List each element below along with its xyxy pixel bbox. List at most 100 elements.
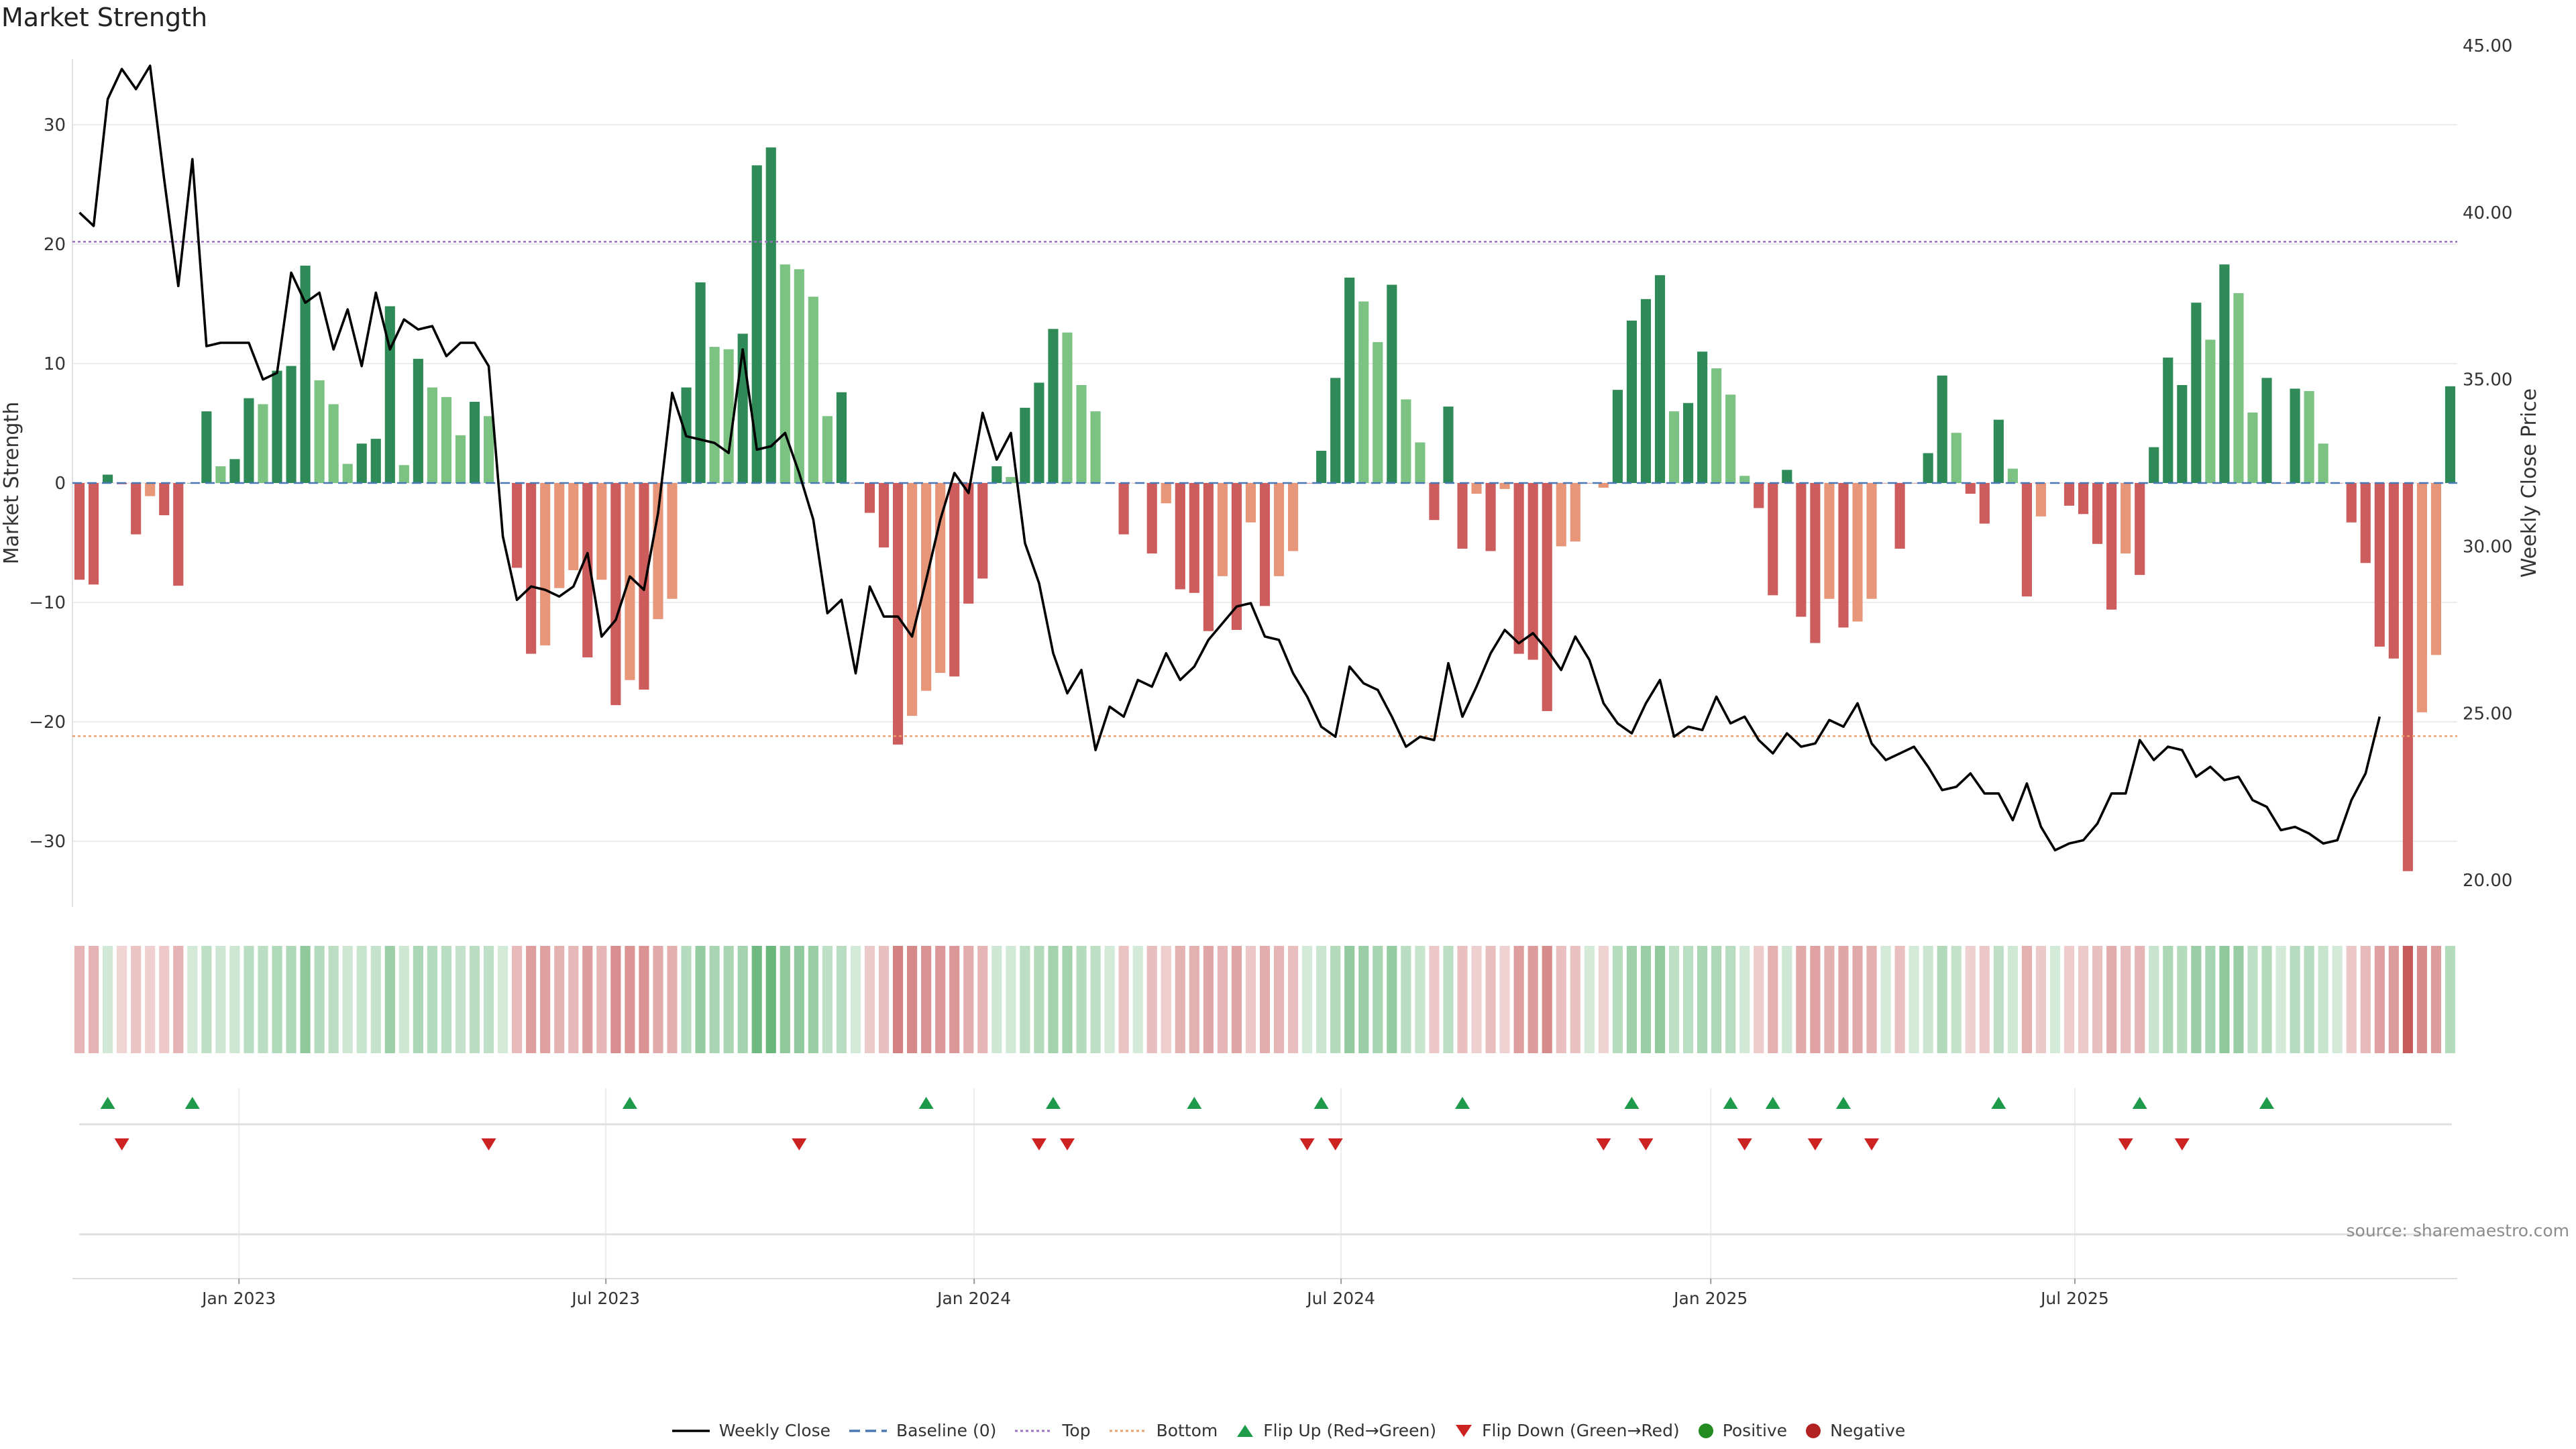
strength-bar: [272, 370, 282, 483]
strength-bar: [610, 483, 621, 706]
heat-cell: [483, 946, 494, 1053]
strength-bar: [2035, 483, 2047, 517]
heat-cell: [963, 946, 974, 1053]
y-tick-label: −30: [29, 832, 66, 852]
y2-tick-label: 20.00: [2463, 871, 2512, 891]
heat-cell: [286, 946, 297, 1053]
heat-cell: [512, 946, 523, 1053]
strength-bar: [1161, 483, 1171, 504]
y-tick-label: −20: [29, 712, 66, 733]
flip-down-marker: [1737, 1138, 1752, 1150]
heat-cell: [977, 946, 988, 1053]
strength-bar: [1231, 483, 1242, 630]
strength-bar: [1894, 483, 1905, 549]
heat-cell: [1810, 946, 1821, 1053]
strength-bar: [1782, 470, 1792, 483]
strength-bar: [1711, 368, 1722, 483]
strength-bar: [1373, 341, 1383, 483]
strength-bar: [2318, 443, 2328, 483]
heat-cell: [681, 946, 692, 1053]
heat-cell: [695, 946, 706, 1053]
strength-bar: [949, 483, 960, 677]
strength-bar: [2021, 483, 2032, 597]
flip-up-marker: [1045, 1097, 1061, 1109]
heat-cell: [723, 946, 734, 1053]
strength-bar: [1076, 385, 1087, 483]
heat-cell: [1287, 946, 1299, 1053]
strength-bar: [1979, 483, 1990, 524]
heat-cell: [258, 946, 268, 1053]
heat-cell: [356, 946, 367, 1053]
flip-up-marker: [1624, 1097, 1640, 1109]
heat-cell: [1415, 946, 1426, 1053]
legend-line-swatch: [672, 1429, 710, 1432]
heat-cell: [1739, 946, 1750, 1053]
strength-bar: [1429, 483, 1440, 521]
strength-bar: [921, 483, 932, 691]
legend-dot-swatch: [1015, 1430, 1053, 1432]
heat-cell: [709, 946, 720, 1053]
heat-cell: [540, 946, 551, 1053]
heat-cell: [1782, 946, 1792, 1053]
heat-cell: [1838, 946, 1849, 1053]
heat-cell: [653, 946, 663, 1053]
flip-down-marker: [1031, 1138, 1046, 1150]
strength-bar: [1866, 483, 1877, 599]
heat-cell: [2063, 946, 2075, 1053]
strength-bar: [159, 483, 170, 516]
strength-bar: [74, 483, 85, 580]
heat-cell: [498, 946, 508, 1053]
heat-cell: [413, 946, 423, 1053]
heat-cell: [2430, 946, 2442, 1053]
heat-cell: [1358, 946, 1369, 1053]
heat-cell: [272, 946, 282, 1053]
heat-cell: [1993, 946, 2004, 1053]
heat-cell: [2007, 946, 2018, 1053]
strength-bar: [384, 306, 395, 483]
heat-cell: [1457, 946, 1468, 1053]
strength-bar: [1810, 483, 1821, 643]
strength-heat-strip: [74, 946, 2456, 1053]
x-tick-label: Jul 2023: [570, 1289, 640, 1308]
strength-bar: [582, 483, 593, 657]
strength-bar: [2106, 483, 2117, 610]
strength-bar: [2233, 292, 2244, 483]
strength-bar: [1387, 284, 1397, 483]
heat-cell: [2191, 946, 2202, 1053]
heat-cell: [1909, 946, 1919, 1053]
strength-bar: [1316, 450, 1327, 483]
x-tick-label: Jan 2025: [1672, 1289, 1748, 1308]
strength-bar: [780, 264, 790, 483]
green-dot-icon: [1698, 1423, 1713, 1438]
x-tick-label: Jul 2025: [2039, 1289, 2109, 1308]
heat-cell: [145, 946, 156, 1053]
strength-bar: [2149, 447, 2159, 483]
heat-cell: [850, 946, 861, 1053]
heat-cell: [1923, 946, 1933, 1053]
heat-cell: [173, 946, 184, 1053]
heat-cell: [1951, 946, 1962, 1053]
chart-title: Market Strength: [1, 3, 208, 32]
strength-bar: [1542, 483, 1552, 712]
heat-cell: [554, 946, 565, 1053]
heat-cell: [1175, 946, 1185, 1053]
strength-bar: [2135, 483, 2145, 576]
heat-cell: [1668, 946, 1680, 1053]
flip-down-marker: [792, 1138, 807, 1150]
strength-bar: [1965, 483, 1976, 494]
x-tick-label: Jan 2023: [201, 1289, 276, 1308]
heat-cell: [864, 946, 875, 1053]
heat-cell: [1006, 946, 1016, 1053]
heat-cell: [1259, 946, 1271, 1053]
strength-bar: [1415, 442, 1426, 483]
flip-down-marker: [2174, 1138, 2190, 1150]
strength-bar: [1401, 399, 1411, 483]
strength-bar: [893, 483, 904, 745]
red-dot-icon: [1806, 1423, 1821, 1438]
heat-cell: [667, 946, 678, 1053]
heat-cell: [2346, 946, 2357, 1053]
strength-bar: [1062, 332, 1073, 483]
strength-bar: [1754, 483, 1764, 508]
heat-cell: [836, 946, 847, 1053]
heat-cell: [2318, 946, 2328, 1053]
